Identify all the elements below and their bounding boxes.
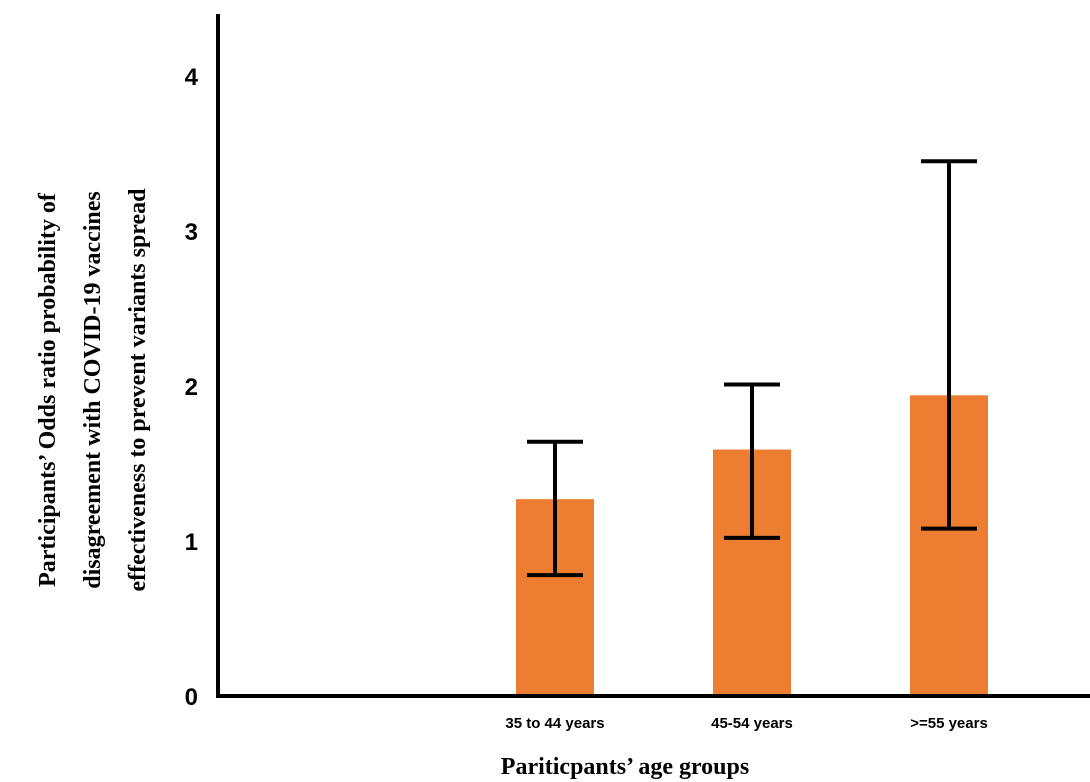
y-tick-label: 1 xyxy=(185,529,198,556)
y-tick-label: 0 xyxy=(185,684,198,711)
error-bar xyxy=(724,382,780,540)
error-bar xyxy=(527,439,583,578)
y-tick-label: 3 xyxy=(185,219,198,246)
axes-layer xyxy=(216,14,1090,698)
y-axis-title-line-3: effectiveness to prevent variants spread xyxy=(125,188,151,592)
y-tick-label: 2 xyxy=(185,374,198,401)
error-bar xyxy=(921,159,977,531)
y-tick-labels: 0 1 2 3 4 xyxy=(185,64,199,711)
error-bars-layer xyxy=(527,159,977,578)
x-tick-label: >=55 years xyxy=(910,715,988,732)
y-axis-title-line-2: disagreement with COVID-19 vaccines xyxy=(80,191,106,589)
y-tick-label: 4 xyxy=(185,64,199,91)
x-tick-label: 35 to 44 years xyxy=(505,715,604,732)
x-axis-title: Pariticpants’ age groups xyxy=(501,754,749,780)
y-axis-title-line-1: Participants’ Odds ratio probability of xyxy=(35,192,61,587)
x-tick-labels: 35 to 44 years 45-54 years >=55 years xyxy=(505,715,987,732)
y-axis-title: Participants’ Odds ratio probability of … xyxy=(35,188,151,592)
x-tick-label: 45-54 years xyxy=(711,715,793,732)
